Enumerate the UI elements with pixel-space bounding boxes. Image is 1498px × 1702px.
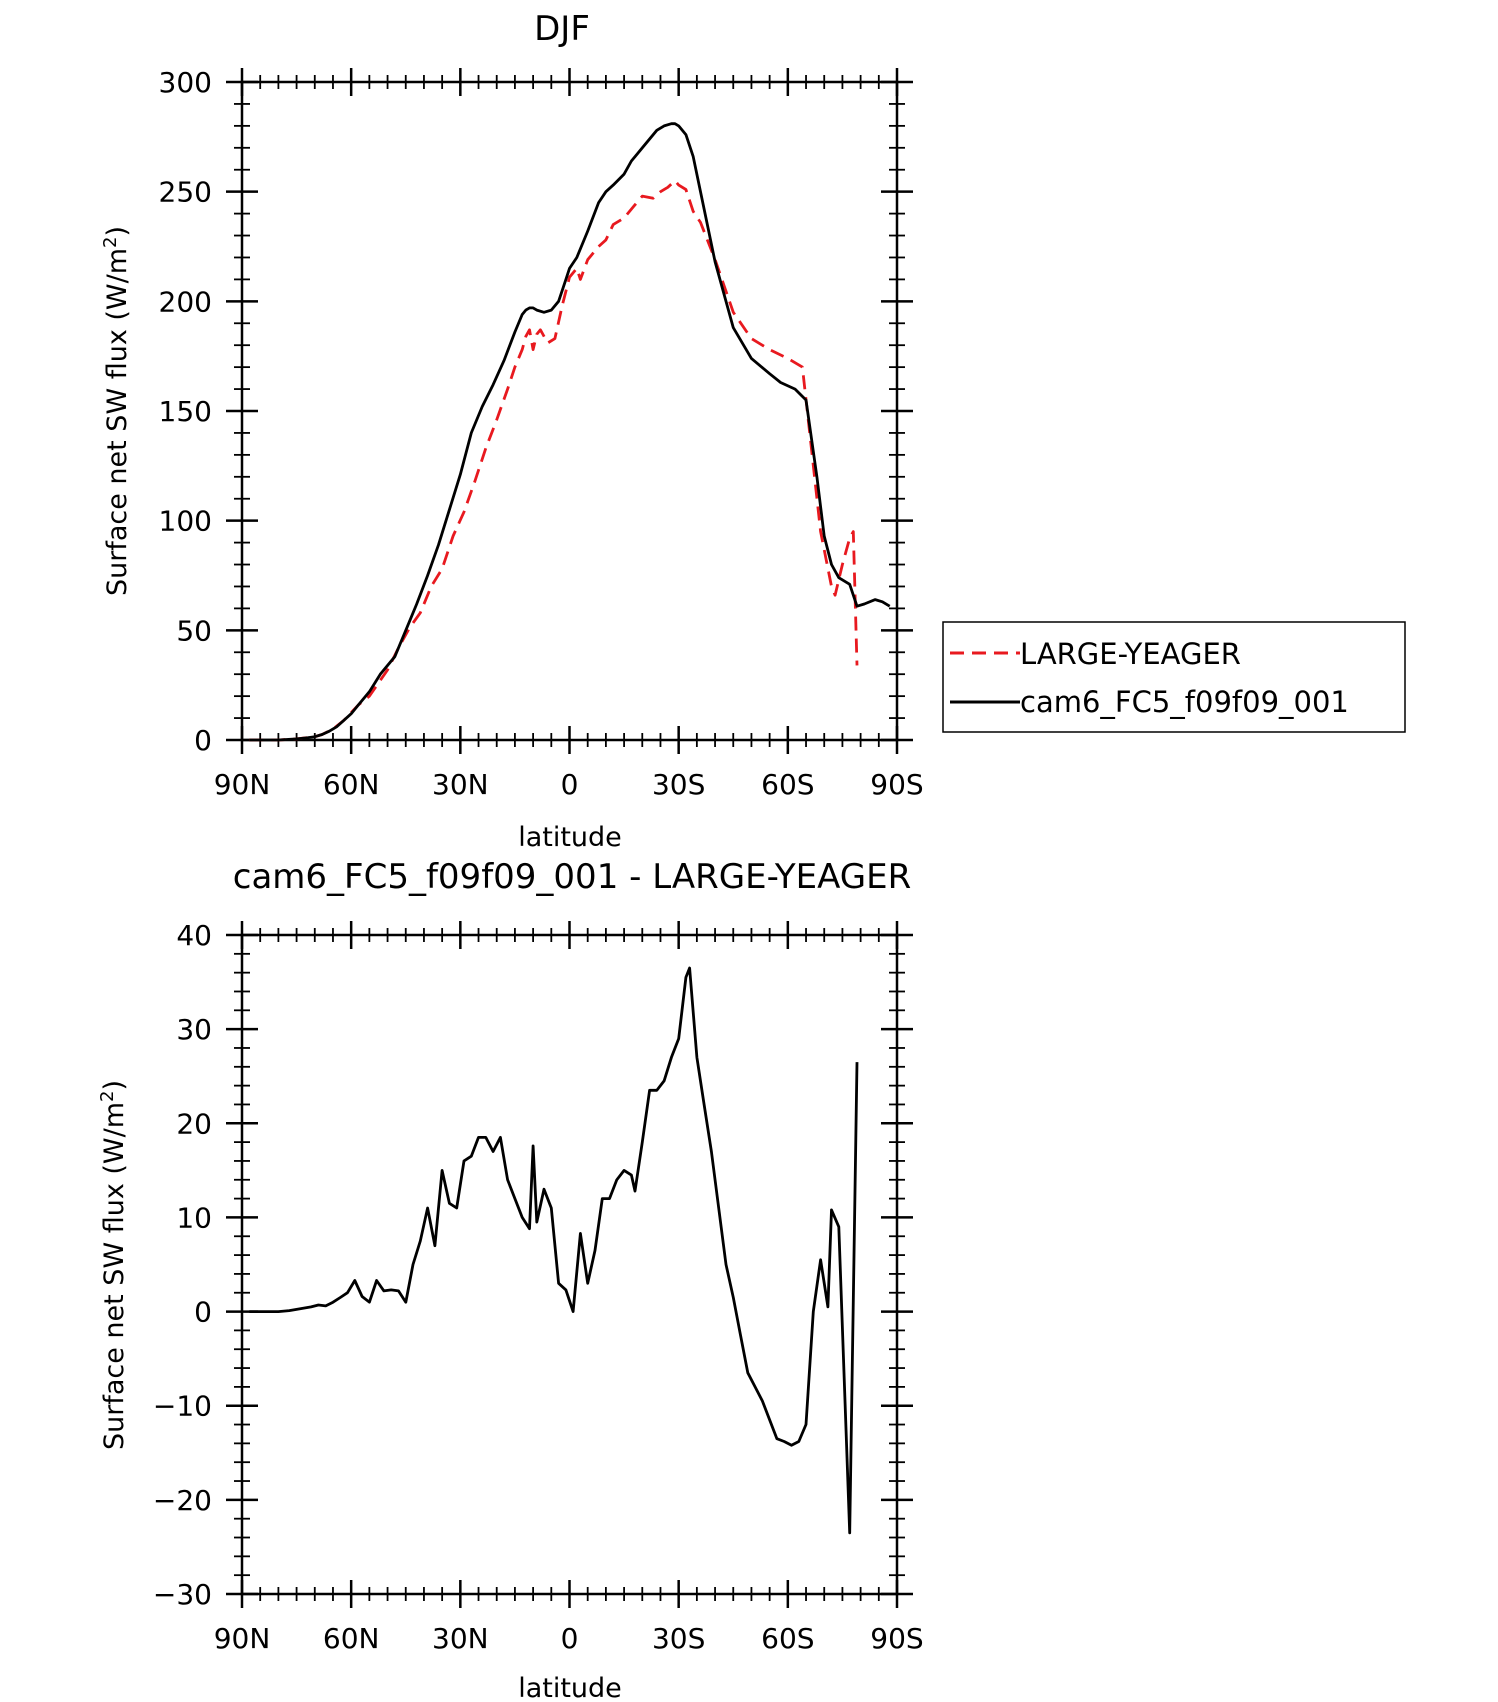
- legend-label-cam6: cam6_FC5_f09f09_001: [1020, 685, 1349, 719]
- y-tick-label: 0: [194, 1296, 212, 1329]
- y-tick-label: 20: [176, 1107, 212, 1140]
- legend-box: [942, 621, 1406, 733]
- y-tick-label: −30: [153, 1578, 212, 1611]
- x-tick-labels: 90N 60N 30N 0 30S 60S 90S: [214, 1622, 924, 1655]
- plot-area: [226, 68, 913, 754]
- tick-marks: [226, 68, 913, 754]
- x-tick-labels: 90N 60N 30N 0 30S 60S 90S: [214, 768, 924, 801]
- y-tick-label: 100: [159, 505, 212, 538]
- series-line-cam6-fc5-f09f09-001: [249, 122, 891, 742]
- x-tick-label: 90S: [870, 768, 923, 801]
- x-tick-label: 30S: [652, 768, 705, 801]
- plot-area: [226, 921, 913, 1608]
- y-tick-label: 40: [176, 919, 212, 952]
- y-tick-label: 250: [159, 176, 212, 209]
- x-tick-label: 0: [561, 768, 579, 801]
- y-tick-label: 200: [159, 285, 212, 318]
- legend-label-large-yeager: LARGE-YEAGER: [1020, 637, 1241, 671]
- y-tick-labels: −30 −20 −10 0 10 20 30 40: [153, 919, 212, 1611]
- x-tick-label: 30N: [432, 1622, 489, 1655]
- x-tick-label: 60N: [323, 1622, 380, 1655]
- chart-title: cam6_FC5_f09f09_001 - LARGE-YEAGER: [233, 857, 912, 897]
- x-tick-label: 0: [561, 1622, 579, 1655]
- x-tick-label: 30S: [652, 1622, 705, 1655]
- y-tick-label: 0: [194, 724, 212, 757]
- x-axis-title: latitude: [518, 1673, 622, 1702]
- x-tick-label: 90N: [214, 1622, 271, 1655]
- x-tick-label: 60N: [323, 768, 380, 801]
- y-tick-label: −20: [153, 1484, 212, 1517]
- x-tick-label: 30N: [432, 768, 489, 801]
- y-axis-title: Surface net SW flux (W/m2): [100, 226, 133, 596]
- series-line-large-yeager: [249, 179, 859, 742]
- series-lines: [249, 122, 891, 742]
- y-tick-label: 50: [176, 614, 212, 647]
- y-axis-title: Surface net SW flux (W/m2): [97, 1080, 130, 1450]
- y-tick-label: 150: [159, 395, 212, 428]
- chart-title: DJF: [534, 9, 590, 49]
- x-tick-label: 60S: [761, 1622, 814, 1655]
- series-line-difference: [249, 966, 859, 1535]
- series-lines: [249, 966, 859, 1535]
- plot-frame: [240, 933, 899, 1596]
- y-tick-labels: 0 50 100 150 200 250 300: [159, 66, 212, 757]
- x-axis-title: latitude: [518, 822, 622, 853]
- y-tick-label: −10: [153, 1390, 212, 1423]
- y-tick-label: 10: [176, 1201, 212, 1234]
- legend: LARGE-YEAGER cam6_FC5_f09f09_001: [942, 621, 1406, 733]
- x-tick-label: 60S: [761, 768, 814, 801]
- plot-frame: [240, 80, 899, 742]
- y-tick-label: 30: [176, 1013, 212, 1046]
- x-tick-label: 90N: [214, 768, 271, 801]
- chart-panel-difference: cam6_FC5_f09f09_001 - LARGE-YEAGER −30 −2…: [97, 857, 924, 1702]
- y-tick-label: 300: [159, 66, 212, 99]
- tick-marks: [226, 921, 913, 1608]
- x-tick-label: 90S: [870, 1622, 923, 1655]
